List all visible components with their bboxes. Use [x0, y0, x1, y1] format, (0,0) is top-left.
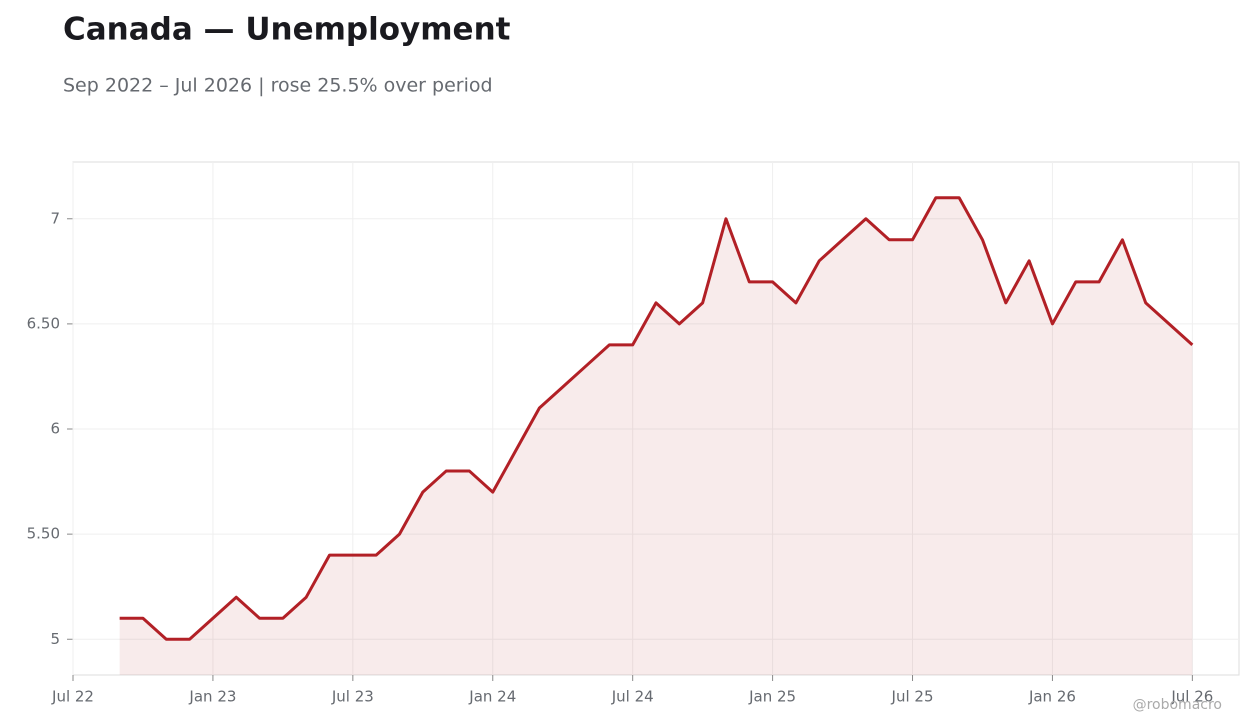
x-tick-label: Jan 23 — [188, 688, 236, 706]
line — [119, 196, 1194, 641]
x-tick-label: Jan 26 — [1028, 688, 1076, 706]
chart-subtitle: Sep 2022 – Jul 2026 | rose 25.5% over pe… — [63, 75, 493, 97]
area — [119, 197, 1193, 675]
chart-title: Canada — Unemployment — [63, 12, 511, 48]
y-tick-label: 5 — [50, 630, 60, 648]
watermark: @robomacro — [1133, 697, 1222, 713]
x-tick-label: Jul 24 — [611, 688, 654, 706]
y-tick-label: 5.50 — [27, 525, 60, 543]
y-tick-label: 7 — [50, 209, 60, 227]
y-tick-label: 6 — [50, 420, 60, 438]
x-tick-label: Jul 25 — [891, 688, 934, 706]
x-tick-label: Jul 23 — [331, 688, 374, 706]
x-tick-label: Jul 26 — [1170, 688, 1213, 706]
x-tick-label: Jan 25 — [748, 688, 796, 706]
y-tick-label: 6.50 — [27, 314, 60, 332]
x-tick-label: Jan 24 — [468, 688, 516, 706]
x-tick-label: Jul 22 — [51, 688, 94, 706]
